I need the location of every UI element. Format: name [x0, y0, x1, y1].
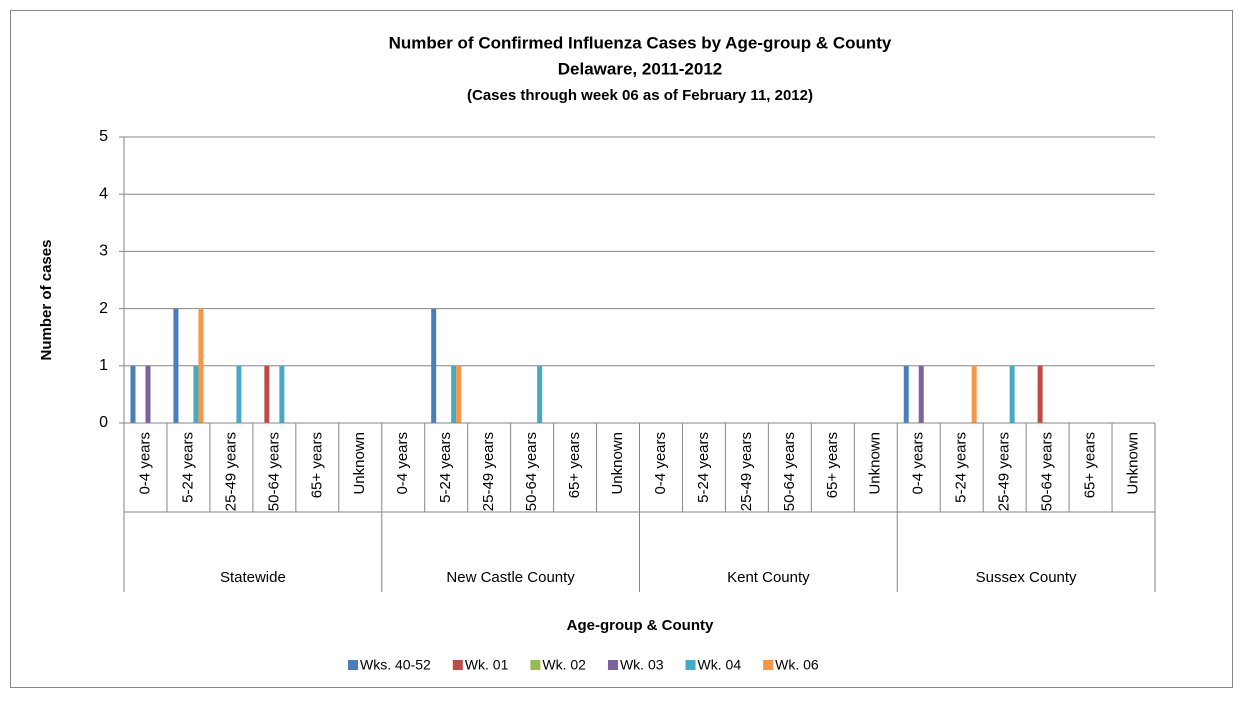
- bar: [264, 365, 270, 423]
- y-tick-label: 4: [99, 185, 108, 202]
- legend-swatch: [763, 660, 774, 670]
- y-tick-label: 1: [99, 357, 108, 374]
- bar: [236, 365, 242, 423]
- bar: [918, 365, 924, 423]
- group-label: New Castle County: [446, 569, 575, 586]
- x-tick-label: 65+ years: [1082, 432, 1099, 498]
- x-tick-label: Unknown: [609, 432, 626, 495]
- legend-label: Wk. 01: [465, 657, 509, 673]
- bar: [537, 365, 543, 423]
- x-tick-label: 25-49 years: [222, 432, 239, 511]
- bar: [193, 365, 199, 423]
- y-tick-label: 2: [99, 300, 108, 317]
- x-tick-label: 65+ years: [566, 432, 583, 498]
- group-label: Statewide: [220, 569, 286, 586]
- x-tick-label: 5-24 years: [179, 432, 196, 503]
- x-tick-label: 5-24 years: [695, 432, 712, 503]
- x-tick-label: 0-4 years: [910, 432, 927, 495]
- bar: [198, 308, 204, 423]
- x-tick-label: 65+ years: [824, 432, 841, 498]
- bar: [145, 365, 151, 423]
- chart-title: Number of Confirmed Influenza Cases by A…: [389, 33, 892, 52]
- x-tick-label: 50-64 years: [1039, 432, 1056, 511]
- bar: [903, 365, 909, 423]
- bar: [173, 308, 179, 423]
- x-tick-label: 25-49 years: [996, 432, 1013, 511]
- bar: [971, 365, 977, 423]
- legend-label: Wk. 06: [775, 657, 819, 673]
- bar: [279, 365, 285, 423]
- x-tick-label: 5-24 years: [437, 432, 454, 503]
- legend-label: Wk. 02: [542, 657, 586, 673]
- group-label: Kent County: [727, 569, 810, 586]
- x-tick-label: 65+ years: [308, 432, 325, 498]
- x-tick-label: 25-49 years: [480, 432, 497, 511]
- legend-label: Wk. 03: [620, 657, 664, 673]
- y-tick-label: 3: [99, 243, 108, 260]
- legend-swatch: [530, 660, 541, 670]
- x-tick-label: Unknown: [867, 432, 884, 495]
- legend-label: Wk. 04: [698, 657, 742, 673]
- y-axis-title: Number of cases: [38, 240, 55, 361]
- legend-swatch: [348, 660, 358, 670]
- group-label: Sussex County: [976, 569, 1077, 586]
- x-tick-label: 5-24 years: [953, 432, 970, 503]
- x-axis-title: Age-group & County: [567, 617, 714, 634]
- y-tick-label: 5: [99, 128, 108, 145]
- x-tick-label: Unknown: [1124, 432, 1141, 495]
- bar: [451, 365, 457, 423]
- bar: [456, 365, 462, 423]
- x-tick-label: 25-49 years: [738, 432, 755, 511]
- chart-border: [10, 10, 1233, 688]
- bar: [431, 308, 437, 423]
- y-tick-label: 0: [99, 414, 108, 431]
- x-tick-label: Unknown: [351, 432, 368, 495]
- x-tick-label: 0-4 years: [136, 432, 153, 495]
- x-tick-label: 50-64 years: [781, 432, 798, 511]
- legend-label: Wks. 40-52: [360, 657, 431, 673]
- x-tick-label: 0-4 years: [652, 432, 669, 495]
- bar: [130, 365, 136, 423]
- legend-swatch: [607, 660, 618, 670]
- legend-swatch: [685, 660, 696, 670]
- legend-swatch: [452, 660, 463, 670]
- chart-note: (Cases through week 06 as of February 11…: [467, 87, 813, 104]
- chart-subtitle: Delaware, 2011-2012: [558, 59, 722, 78]
- x-tick-label: 0-4 years: [394, 432, 411, 495]
- bar: [1009, 365, 1015, 423]
- x-tick-label: 50-64 years: [523, 432, 540, 511]
- bar: [1037, 365, 1043, 423]
- x-tick-label: 50-64 years: [265, 432, 282, 511]
